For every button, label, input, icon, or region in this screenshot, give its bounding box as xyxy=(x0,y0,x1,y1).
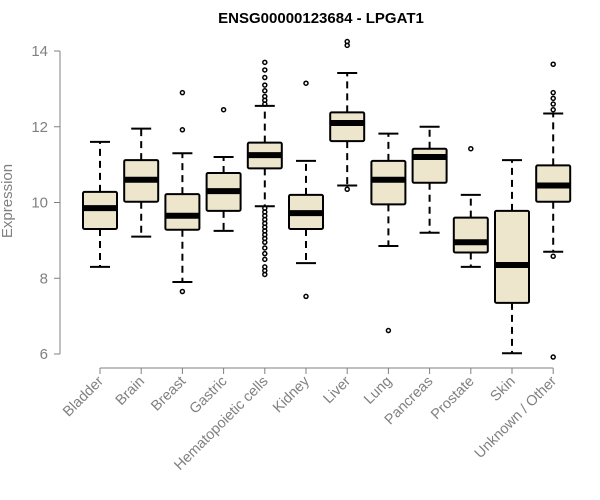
outlier-hematopoietic-cells-18 xyxy=(262,93,268,100)
iqr-box-pancreas xyxy=(411,147,448,184)
outlier-hematopoietic-cells-5 xyxy=(262,245,268,251)
box-skin xyxy=(494,159,530,355)
outlier-hematopoietic-cells-21 xyxy=(262,74,268,81)
outlier-unknown-other-4 xyxy=(550,95,556,102)
outlier-hematopoietic-cells-3 xyxy=(262,256,268,263)
iqr-box-skin xyxy=(494,209,530,304)
box-breast xyxy=(164,89,201,295)
box-liver xyxy=(329,38,366,192)
outlier-liver-2 xyxy=(344,38,350,45)
box-series xyxy=(82,38,572,360)
outlier-hematopoietic-cells-22 xyxy=(262,67,268,73)
outlier-lung-0 xyxy=(385,327,392,334)
x-tick-label-liver: Liver xyxy=(320,373,354,407)
x-tick-label-kidney: Kidney xyxy=(270,373,313,416)
outlier-hematopoietic-cells-23 xyxy=(262,59,268,66)
outlier-liver-0 xyxy=(344,186,350,192)
y-tick-label-10: 10 xyxy=(31,195,48,212)
box-hematopoietic-cells xyxy=(246,59,283,278)
iqr-box-breast xyxy=(164,193,201,231)
box-brain xyxy=(123,127,160,238)
y-axis-label: Expression xyxy=(0,164,16,238)
outlier-unknown-other-3 xyxy=(550,101,556,107)
box-prostate xyxy=(452,145,489,268)
x-tick-label-skin: Skin xyxy=(488,374,519,405)
outlier-hematopoietic-cells-19 xyxy=(262,88,268,94)
x-tick-label-prostate: Prostate xyxy=(428,374,477,423)
box-pancreas xyxy=(411,125,448,234)
x-tick-label-brain: Brain xyxy=(113,374,148,409)
y-tick-label-14: 14 xyxy=(31,43,48,60)
outlier-gastric-0 xyxy=(220,106,227,113)
box-bladder xyxy=(82,140,118,268)
box-unknown-other xyxy=(535,61,572,360)
outlier-unknown-other-1 xyxy=(550,253,556,260)
outlier-kidney-1 xyxy=(303,80,309,86)
outlier-breast-2 xyxy=(179,89,186,96)
outlier-unknown-other-2 xyxy=(550,106,556,113)
x-tick-label-breast: Breast xyxy=(148,374,189,415)
outlier-breast-0 xyxy=(179,288,186,295)
outlier-breast-1 xyxy=(179,127,186,133)
box-kidney xyxy=(288,80,324,300)
outlier-prostate-0 xyxy=(468,145,474,152)
y-tick-label-6: 6 xyxy=(40,346,48,363)
outlier-unknown-other-5 xyxy=(550,89,556,96)
outlier-unknown-other-0 xyxy=(550,354,556,360)
y-tick-label-12: 12 xyxy=(31,119,48,136)
box-gastric xyxy=(205,106,242,232)
x-tick-label-lung: Lung xyxy=(361,374,395,408)
x-tick-label-bladder: Bladder xyxy=(60,373,107,420)
iqr-box-prostate xyxy=(452,216,489,254)
outlier-unknown-other-6 xyxy=(550,61,556,68)
y-tick-label-8: 8 xyxy=(40,270,48,287)
outlier-hematopoietic-cells-2 xyxy=(262,264,268,270)
outlier-hematopoietic-cells-4 xyxy=(262,250,268,257)
iqr-box-liver xyxy=(329,111,366,143)
outlier-kidney-0 xyxy=(303,293,309,300)
chart-title: ENSG00000123684 - LPGAT1 xyxy=(218,10,424,27)
outlier-hematopoietic-cells-15 xyxy=(262,205,268,211)
box-lung xyxy=(370,132,407,334)
y-axis: 6 8 10 12 14 xyxy=(31,43,61,363)
outlier-hematopoietic-cells-20 xyxy=(262,82,268,88)
